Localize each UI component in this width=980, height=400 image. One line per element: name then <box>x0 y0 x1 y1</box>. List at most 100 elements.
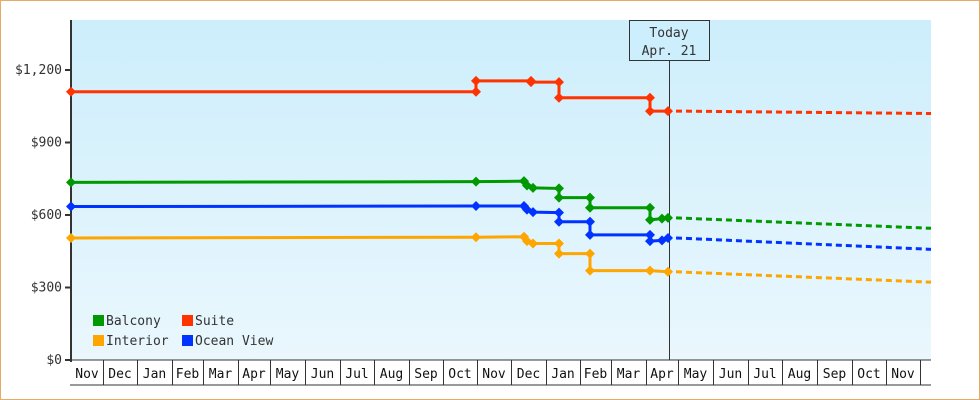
month-label: Dec <box>108 367 131 382</box>
data-point-marker[interactable] <box>554 183 564 194</box>
month-label: Aug <box>788 367 811 382</box>
data-point-marker[interactable] <box>554 216 564 227</box>
forecast-line <box>675 109 932 115</box>
series-group <box>66 75 932 284</box>
data-point-marker[interactable] <box>645 236 655 247</box>
data-point-marker[interactable] <box>645 92 655 103</box>
month-label: Nov <box>482 367 506 382</box>
forecast-line <box>675 236 932 251</box>
data-point-marker[interactable] <box>526 77 536 88</box>
series-interior <box>66 231 932 284</box>
forecast-line <box>675 270 932 284</box>
series-ocean-view <box>66 201 932 251</box>
today-date: Apr. 21 <box>642 44 697 59</box>
data-point-marker[interactable] <box>645 229 655 240</box>
y-tick-label: $0 <box>46 353 62 368</box>
forecast-line <box>675 216 932 230</box>
today-label: Today <box>649 26 688 41</box>
data-point-marker[interactable] <box>554 92 564 103</box>
month-label: Dec <box>517 367 540 382</box>
data-point-marker[interactable] <box>585 216 595 227</box>
y-tick-label: $300 <box>31 281 62 296</box>
month-label: Apr <box>650 367 674 382</box>
month-label: Feb <box>176 367 200 382</box>
data-point-marker[interactable] <box>471 86 481 97</box>
legend-item-balcony[interactable]: Balcony <box>93 314 161 329</box>
data-point-marker[interactable] <box>66 177 76 188</box>
data-point-marker[interactable] <box>645 265 655 276</box>
data-point-marker[interactable] <box>663 106 673 117</box>
series-suite <box>66 75 932 117</box>
month-label: May <box>276 367 300 382</box>
month-label: Sep <box>823 367 847 382</box>
legend-item-ocean-view[interactable]: Ocean View <box>182 334 273 349</box>
data-point-marker[interactable] <box>585 265 595 276</box>
month-label: Jul <box>345 367 368 382</box>
legend-label: Suite <box>195 314 234 329</box>
data-point-marker[interactable] <box>554 248 564 259</box>
month-label: Oct <box>448 367 471 382</box>
y-tick-label: $1,200 <box>15 63 62 78</box>
month-label: Jan <box>551 367 574 382</box>
series-balcony <box>66 176 932 230</box>
plot-area <box>71 20 931 360</box>
month-label: Oct <box>857 367 880 382</box>
month-label: Jan <box>143 367 166 382</box>
month-label: Aug <box>380 367 403 382</box>
month-label: Mar <box>209 367 233 382</box>
month-label: May <box>684 367 708 382</box>
data-point-marker[interactable] <box>554 77 564 88</box>
y-tick-label: $600 <box>31 208 62 223</box>
data-point-marker[interactable] <box>66 201 76 212</box>
data-point-marker[interactable] <box>663 212 673 223</box>
legend-swatch <box>93 315 104 326</box>
data-point-marker[interactable] <box>554 192 564 203</box>
data-point-marker[interactable] <box>528 207 538 218</box>
data-point-marker[interactable] <box>471 176 481 187</box>
data-point-marker[interactable] <box>471 75 481 86</box>
month-label: Apr <box>242 367 266 382</box>
month-label: Sep <box>414 367 438 382</box>
data-point-marker[interactable] <box>528 182 538 193</box>
x-axis: Nov Dec Jan Feb Mar Apr May Jun Jul Aug Sep Oct Nov D… <box>70 359 931 386</box>
data-point-marker[interactable] <box>663 232 673 243</box>
legend-swatch <box>182 315 193 326</box>
data-point-marker[interactable] <box>663 266 673 277</box>
legend-item-interior[interactable]: Interior <box>93 334 169 349</box>
month-label: Mar <box>617 367 641 382</box>
history-line <box>71 79 668 113</box>
data-point-marker[interactable] <box>471 232 481 243</box>
data-point-marker[interactable] <box>585 202 595 213</box>
legend-label: Interior <box>106 334 169 349</box>
data-point-marker[interactable] <box>657 213 667 224</box>
data-point-marker[interactable] <box>554 207 564 218</box>
legend-label: Balcony <box>106 314 161 329</box>
month-label: Jun <box>311 367 334 382</box>
data-point-marker[interactable] <box>585 192 595 203</box>
data-point-marker[interactable] <box>554 238 564 249</box>
y-axis: $0 $300 $600 $900 $1,200 <box>15 20 72 368</box>
month-label: Jun <box>719 367 742 382</box>
legend: Balcony Suite Interior Ocean View <box>93 314 273 349</box>
data-point-marker[interactable] <box>645 214 655 225</box>
data-point-marker[interactable] <box>645 202 655 213</box>
legend-item-suite[interactable]: Suite <box>182 314 234 329</box>
legend-swatch <box>182 335 193 346</box>
data-point-marker[interactable] <box>645 106 655 117</box>
data-point-marker[interactable] <box>585 229 595 240</box>
month-label: Jul <box>753 367 776 382</box>
today-marker: Today Apr. 21 <box>629 20 710 360</box>
data-point-marker[interactable] <box>66 86 76 97</box>
month-label: Nov <box>75 367 99 382</box>
month-label: Nov <box>891 367 915 382</box>
y-tick-label: $900 <box>31 136 62 151</box>
data-point-marker[interactable] <box>471 201 481 212</box>
data-point-marker[interactable] <box>585 248 595 259</box>
data-point-marker[interactable] <box>66 232 76 243</box>
legend-label: Ocean View <box>195 334 273 349</box>
data-point-marker[interactable] <box>528 238 538 249</box>
today-box <box>629 20 710 61</box>
legend-swatch <box>93 335 104 346</box>
month-label: Feb <box>584 367 608 382</box>
